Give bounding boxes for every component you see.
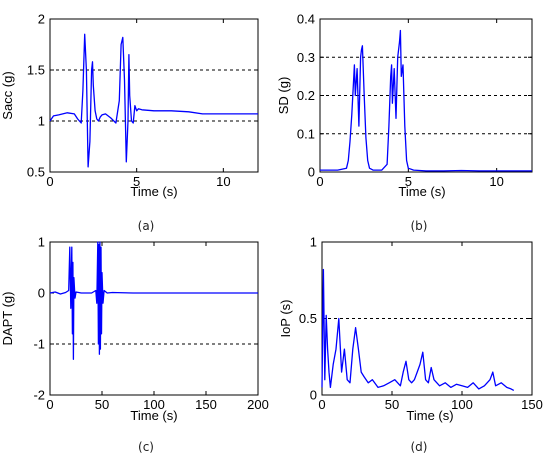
x-tick-label: 50 <box>95 397 109 412</box>
x-tick-label: 5 <box>133 174 140 189</box>
x-tick-label: 50 <box>385 397 399 412</box>
series-line <box>321 268 515 391</box>
series-line <box>49 33 258 168</box>
y-tick-label: 0 <box>308 165 315 180</box>
panel-caption: (b) <box>411 219 428 233</box>
y-tick-label: 0.1 <box>297 126 315 141</box>
x-tick-label: 100 <box>143 397 165 412</box>
x-tick-label: 5 <box>405 174 412 189</box>
x-tick-label: 10 <box>489 174 503 189</box>
y-tick-label: 1 <box>38 114 45 129</box>
x-tick-label: 100 <box>451 397 473 412</box>
panel-caption: (a) <box>138 219 155 233</box>
y-tick-label: -2 <box>33 388 45 403</box>
y-tick-label: 0.5 <box>299 311 317 326</box>
y-tick-label: 0 <box>310 388 317 403</box>
y-tick-label: -1 <box>33 337 45 352</box>
y-axis-label: Sacc (g) <box>0 71 15 119</box>
panel-caption: (d) <box>411 440 428 454</box>
chart-panel-1: 0 5 10 0.5 1 1.5 2 Time (s) Sacc (g) (a) <box>0 12 259 233</box>
x-tick-label: 0 <box>318 397 325 412</box>
y-tick-label: 0.2 <box>297 88 315 103</box>
chart-panel-3: 0 50 100 150 200 -2 -1 0 1 Time (s) DAPT (g) (c) <box>0 235 269 455</box>
x-tick-label: 200 <box>247 397 269 412</box>
y-axis-label: DAPT (g) <box>0 292 15 346</box>
y-tick-label: 2 <box>38 12 45 27</box>
series-line <box>320 29 532 172</box>
series-line <box>49 241 258 360</box>
chart-panel-2: 0 5 10 0 0.1 0.2 0.3 0.4 Time (s) SD (g) (b) <box>276 12 533 233</box>
y-axis-label: SD (g) <box>276 77 291 115</box>
x-tick-label: 0 <box>316 174 323 189</box>
y-axis-label: IoP (s) <box>278 299 293 337</box>
y-tick-label: 0.3 <box>297 50 315 65</box>
x-tick-label: 10 <box>216 174 230 189</box>
y-tick-label: 0.4 <box>297 12 315 27</box>
x-tick-label: 0 <box>46 397 53 412</box>
y-tick-label: 1 <box>310 235 317 250</box>
x-tick-label: 0 <box>46 174 53 189</box>
x-axis-label: Time (s) <box>406 408 453 423</box>
x-axis-label: Time (s) <box>130 408 177 423</box>
x-tick-label: 150 <box>195 397 217 412</box>
y-tick-label: 0.5 <box>27 165 45 180</box>
panel-caption: (c) <box>138 440 154 454</box>
plot-frame <box>49 18 259 173</box>
y-tick-label: 1.5 <box>27 63 45 78</box>
x-axis-label: Time (s) <box>398 184 445 199</box>
y-tick-label: 1 <box>38 235 45 250</box>
chart-panel-4: 0 50 100 150 0 0.5 1 Time (s) IoP (s) (d) <box>278 235 543 455</box>
x-tick-label: 150 <box>521 397 543 412</box>
plot-frame <box>49 241 259 396</box>
y-tick-label: 0 <box>38 286 45 301</box>
x-axis-label: Time (s) <box>130 184 177 199</box>
